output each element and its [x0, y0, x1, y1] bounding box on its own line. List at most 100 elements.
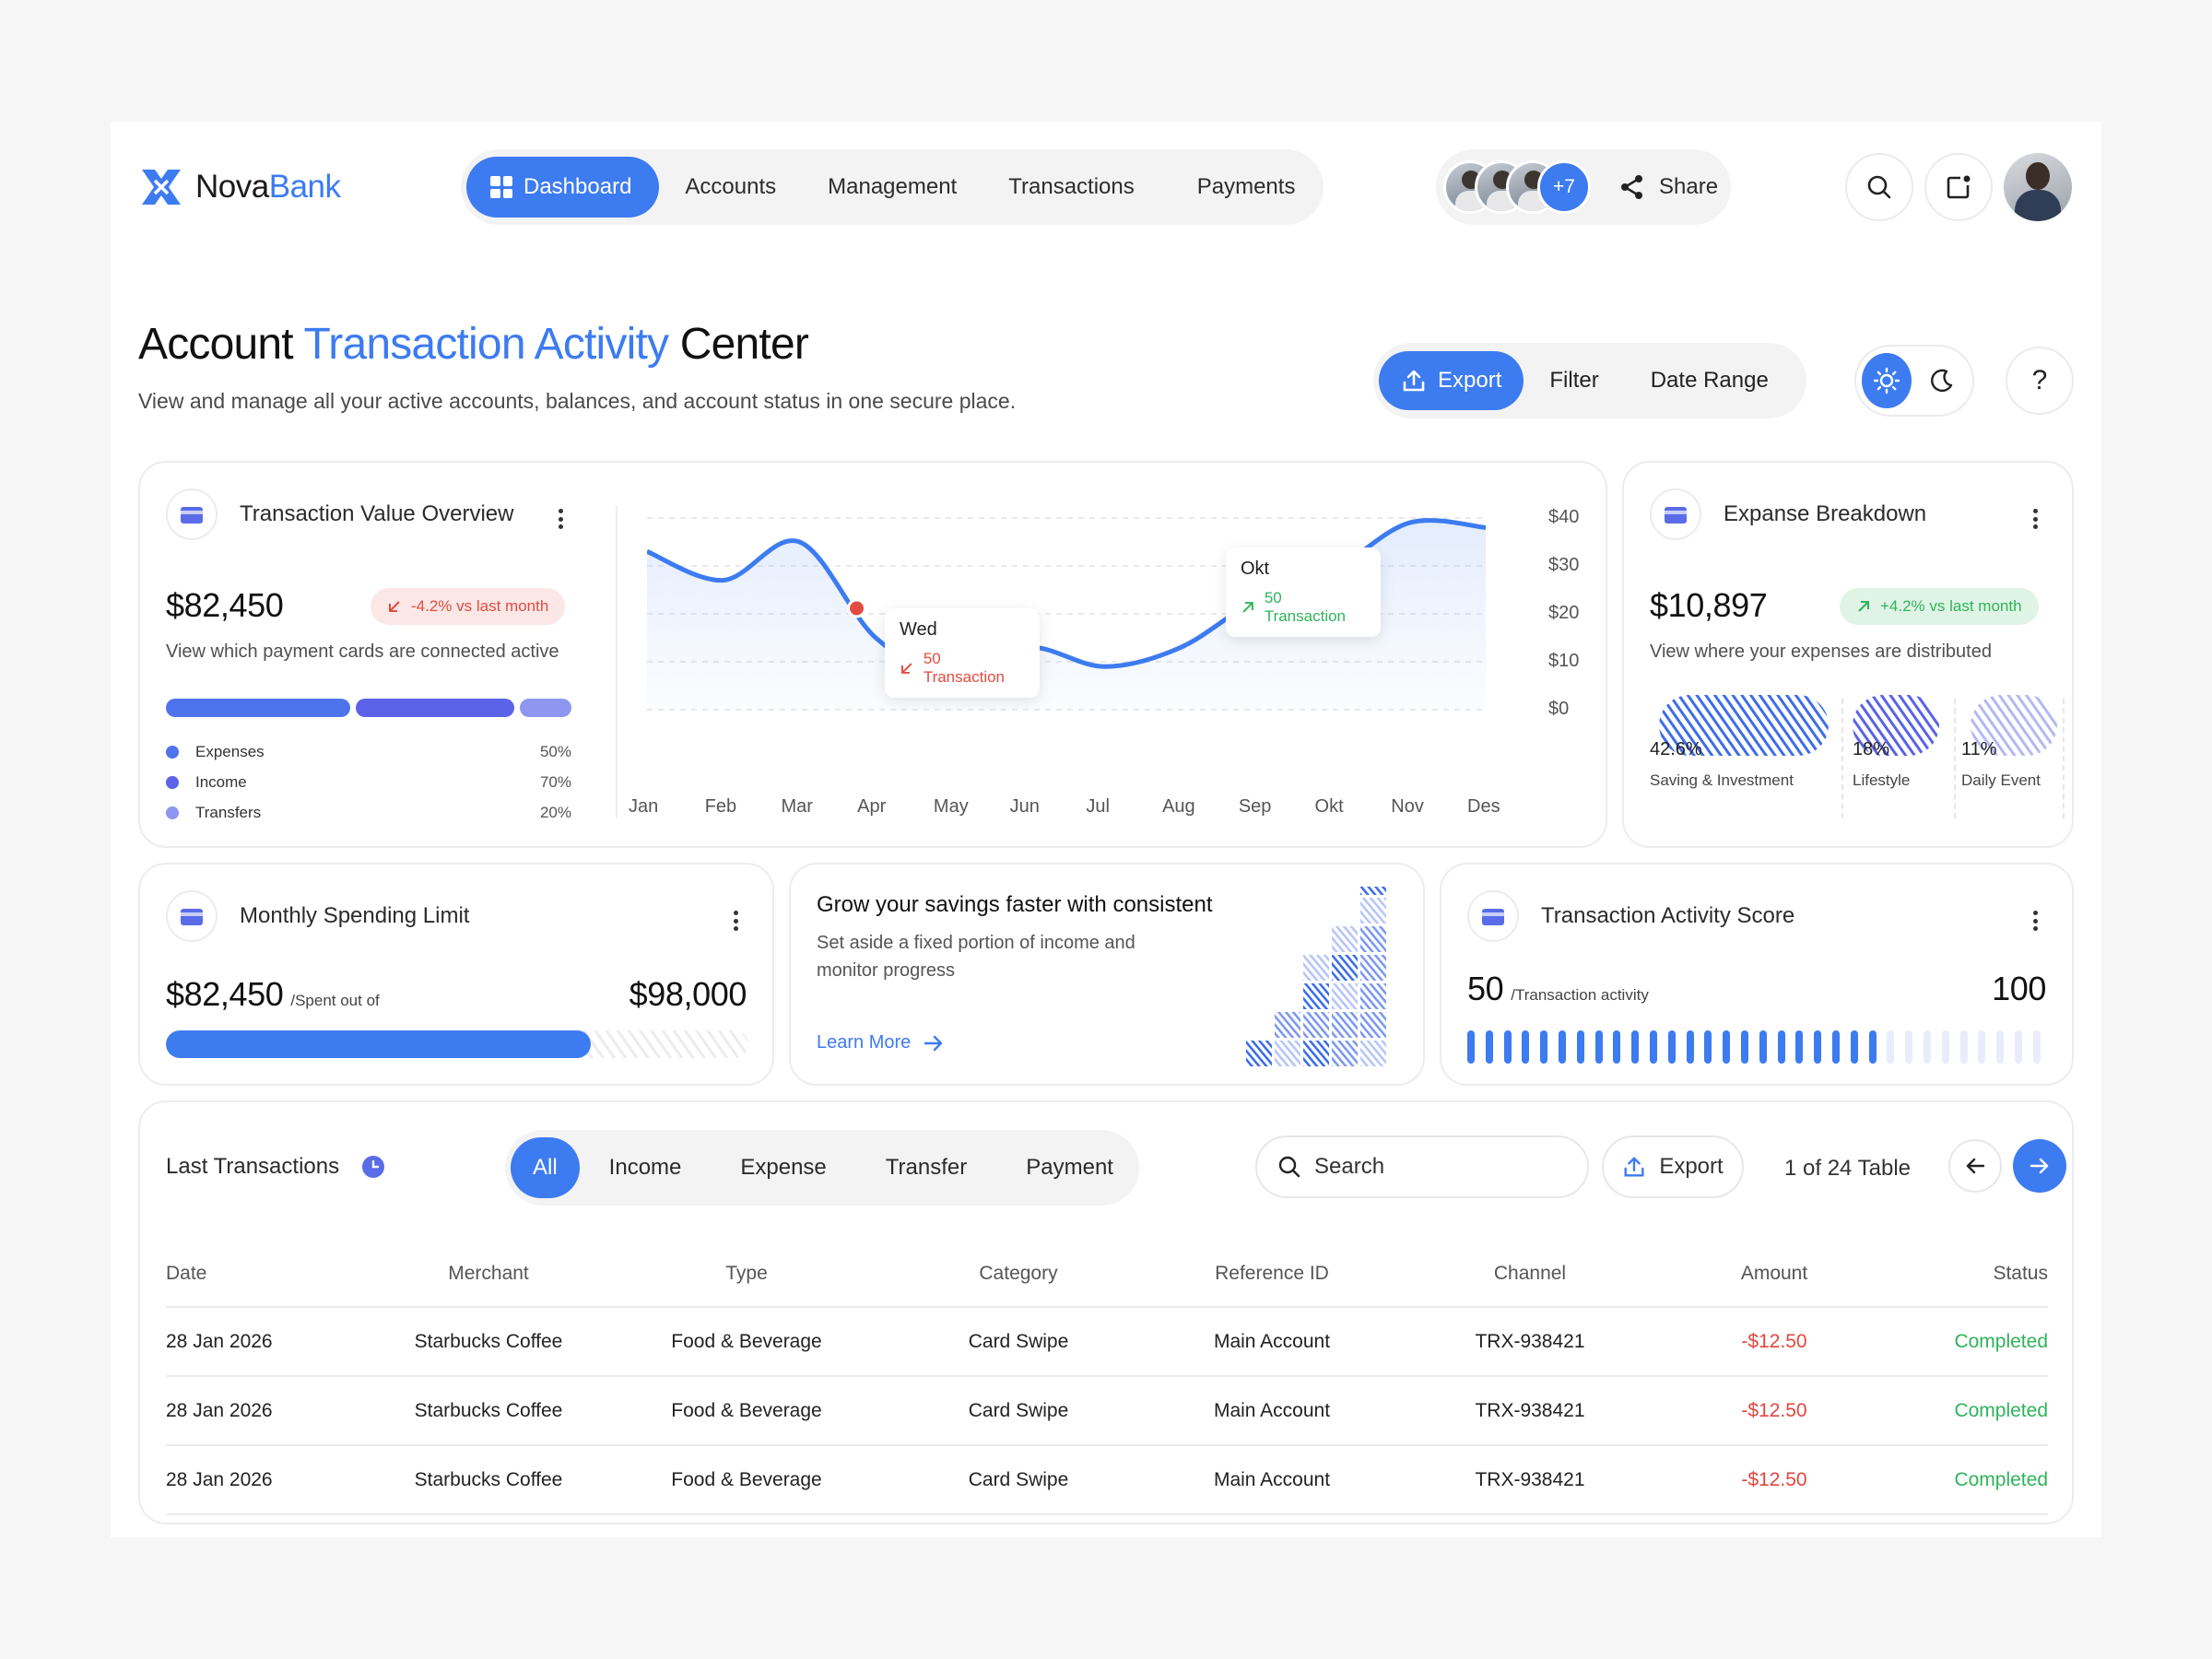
dark-mode-button[interactable] [1917, 353, 1967, 408]
filter-button[interactable]: Filter [1549, 368, 1599, 393]
upload-icon [1403, 370, 1425, 392]
x-tick-label: Okt [1314, 796, 1344, 817]
cell-type: Food & Beverage [608, 1445, 885, 1515]
column-header[interactable]: Reference ID [1152, 1241, 1392, 1308]
column-header[interactable]: Channel [1392, 1241, 1668, 1308]
card-divider [616, 505, 618, 818]
column-header[interactable]: Merchant [369, 1241, 608, 1308]
filter-income[interactable]: Income [608, 1155, 682, 1180]
column-header[interactable]: Date [166, 1241, 369, 1308]
arrow-up-right-icon [1858, 601, 1869, 612]
share-button[interactable]: Share [1618, 173, 1718, 201]
transaction-line-chart [647, 517, 1487, 711]
cell-date: 28 Jan 2026 [166, 1445, 369, 1515]
cell-type: Food & Beverage [608, 1307, 885, 1377]
column-header[interactable]: Status [1880, 1241, 2048, 1308]
more-options-icon[interactable] [2026, 907, 2044, 935]
table-row[interactable]: 28 Jan 2026 Starbucks Coffee Food & Beve… [166, 1445, 2048, 1515]
x-tick-label: Jul [1086, 796, 1110, 817]
score-tick [1741, 1030, 1748, 1064]
wallet-icon [166, 488, 218, 540]
more-options-icon[interactable] [2026, 505, 2044, 533]
nav-payments[interactable]: Payments [1196, 174, 1296, 199]
nav-transactions[interactable]: Transactions [1008, 174, 1135, 199]
chart-marker[interactable] [847, 598, 866, 618]
team-share-bar: +7 Share [1436, 149, 1731, 225]
spending-progress-fill [166, 1030, 592, 1058]
expense-item: 18% Lifestyle [1853, 739, 1911, 789]
lifestyle-hatch-pill [1853, 695, 1939, 756]
brand-logo[interactable]: NovaBank [138, 164, 341, 210]
card-title: Monthly Spending Limit [240, 903, 470, 928]
wallet-icon [1650, 488, 1701, 540]
nav-dashboard[interactable]: Dashboard [466, 157, 660, 218]
learn-more-link[interactable]: Learn More [817, 1032, 944, 1053]
search-icon [1278, 1156, 1300, 1178]
score-tick [1996, 1030, 2005, 1064]
date-range-button[interactable]: Date Range [1650, 368, 1769, 393]
y-tick-label: $0 [1548, 699, 1570, 719]
card-title: Transaction Value Overview [240, 501, 514, 526]
table-export-button[interactable]: Export [1602, 1135, 1744, 1198]
expense-description: View where your expenses are distributed [1650, 641, 1992, 662]
search-button[interactable] [1845, 153, 1913, 221]
brand-name: NovaBank [195, 169, 341, 205]
staircase-block [1332, 1041, 1358, 1066]
expense-item: 11% Daily Event [1961, 739, 2041, 789]
prev-page-button[interactable] [1948, 1139, 2002, 1193]
cell-category: Card Swipe [885, 1445, 1152, 1515]
nav-management[interactable]: Management [828, 174, 958, 199]
arrow-down-left-icon [389, 601, 400, 612]
cell-merchant: Starbucks Coffee [369, 1445, 608, 1515]
more-options-icon[interactable] [726, 907, 745, 935]
arrow-up-right-icon [1242, 602, 1253, 613]
light-mode-button[interactable] [1862, 353, 1912, 408]
column-header[interactable]: Type [608, 1241, 885, 1308]
cell-category: Card Swipe [885, 1307, 1152, 1377]
section-title: Last Transactions [166, 1154, 340, 1179]
arrow-right-icon [924, 1035, 943, 1051]
segment-transfers [520, 699, 571, 717]
y-tick-label: $10 [1548, 651, 1580, 671]
score-tick [1667, 1030, 1676, 1064]
filter-transfer[interactable]: Transfer [885, 1155, 968, 1180]
score-value: 50 /Transaction activity [1467, 970, 1649, 1007]
y-tick-label: $20 [1548, 603, 1580, 623]
status-badge: Completed [1880, 1445, 2048, 1515]
staircase-block [1360, 1041, 1386, 1066]
staircase-block [1360, 983, 1386, 1009]
score-tick [1941, 1030, 1949, 1064]
table-row[interactable]: 28 Jan 2026 Starbucks Coffee Food & Beve… [166, 1307, 2048, 1377]
x-tick-label: Sep [1238, 796, 1272, 817]
filter-all[interactable]: All [511, 1137, 580, 1198]
score-tick [1777, 1030, 1785, 1064]
staircase-block [1332, 1012, 1358, 1038]
x-tick-label: Apr [857, 796, 887, 817]
filter-payment[interactable]: Payment [1026, 1155, 1113, 1180]
next-page-button[interactable] [2013, 1139, 2066, 1193]
main-nav: Dashboard Accounts Management Transactio… [461, 149, 1324, 225]
more-options-icon[interactable] [551, 505, 570, 533]
user-avatar[interactable] [2004, 153, 2072, 221]
export-button[interactable]: Export [1379, 351, 1524, 410]
column-header[interactable]: Category [885, 1241, 1152, 1308]
score-tick [1924, 1030, 1931, 1064]
wallet-icon [1467, 890, 1519, 942]
help-button[interactable]: ? [2006, 347, 2074, 415]
staircase-block [1360, 1012, 1386, 1038]
transactions-table: Date Merchant Type Category Reference ID… [166, 1241, 2048, 1515]
promo-title: Grow your savings faster with consistent [817, 892, 1213, 917]
table-row[interactable]: 28 Jan 2026 Starbucks Coffee Food & Beve… [166, 1376, 2048, 1446]
score-tick [1887, 1030, 1895, 1064]
notification-button[interactable] [1924, 153, 1993, 221]
cell-amount: -$12.50 [1668, 1376, 1880, 1446]
chart-tooltip-okt: Okt 50 Transaction [1226, 547, 1381, 637]
column-header[interactable]: Amount [1668, 1241, 1880, 1308]
legend-dot [166, 746, 179, 759]
search-input[interactable]: Search [1255, 1135, 1589, 1198]
score-tick [1631, 1030, 1640, 1064]
nav-accounts[interactable]: Accounts [685, 174, 777, 199]
filter-expense[interactable]: Expense [740, 1155, 827, 1180]
team-avatars[interactable]: +7 [1443, 160, 1591, 214]
score-tick [1467, 1030, 1475, 1064]
